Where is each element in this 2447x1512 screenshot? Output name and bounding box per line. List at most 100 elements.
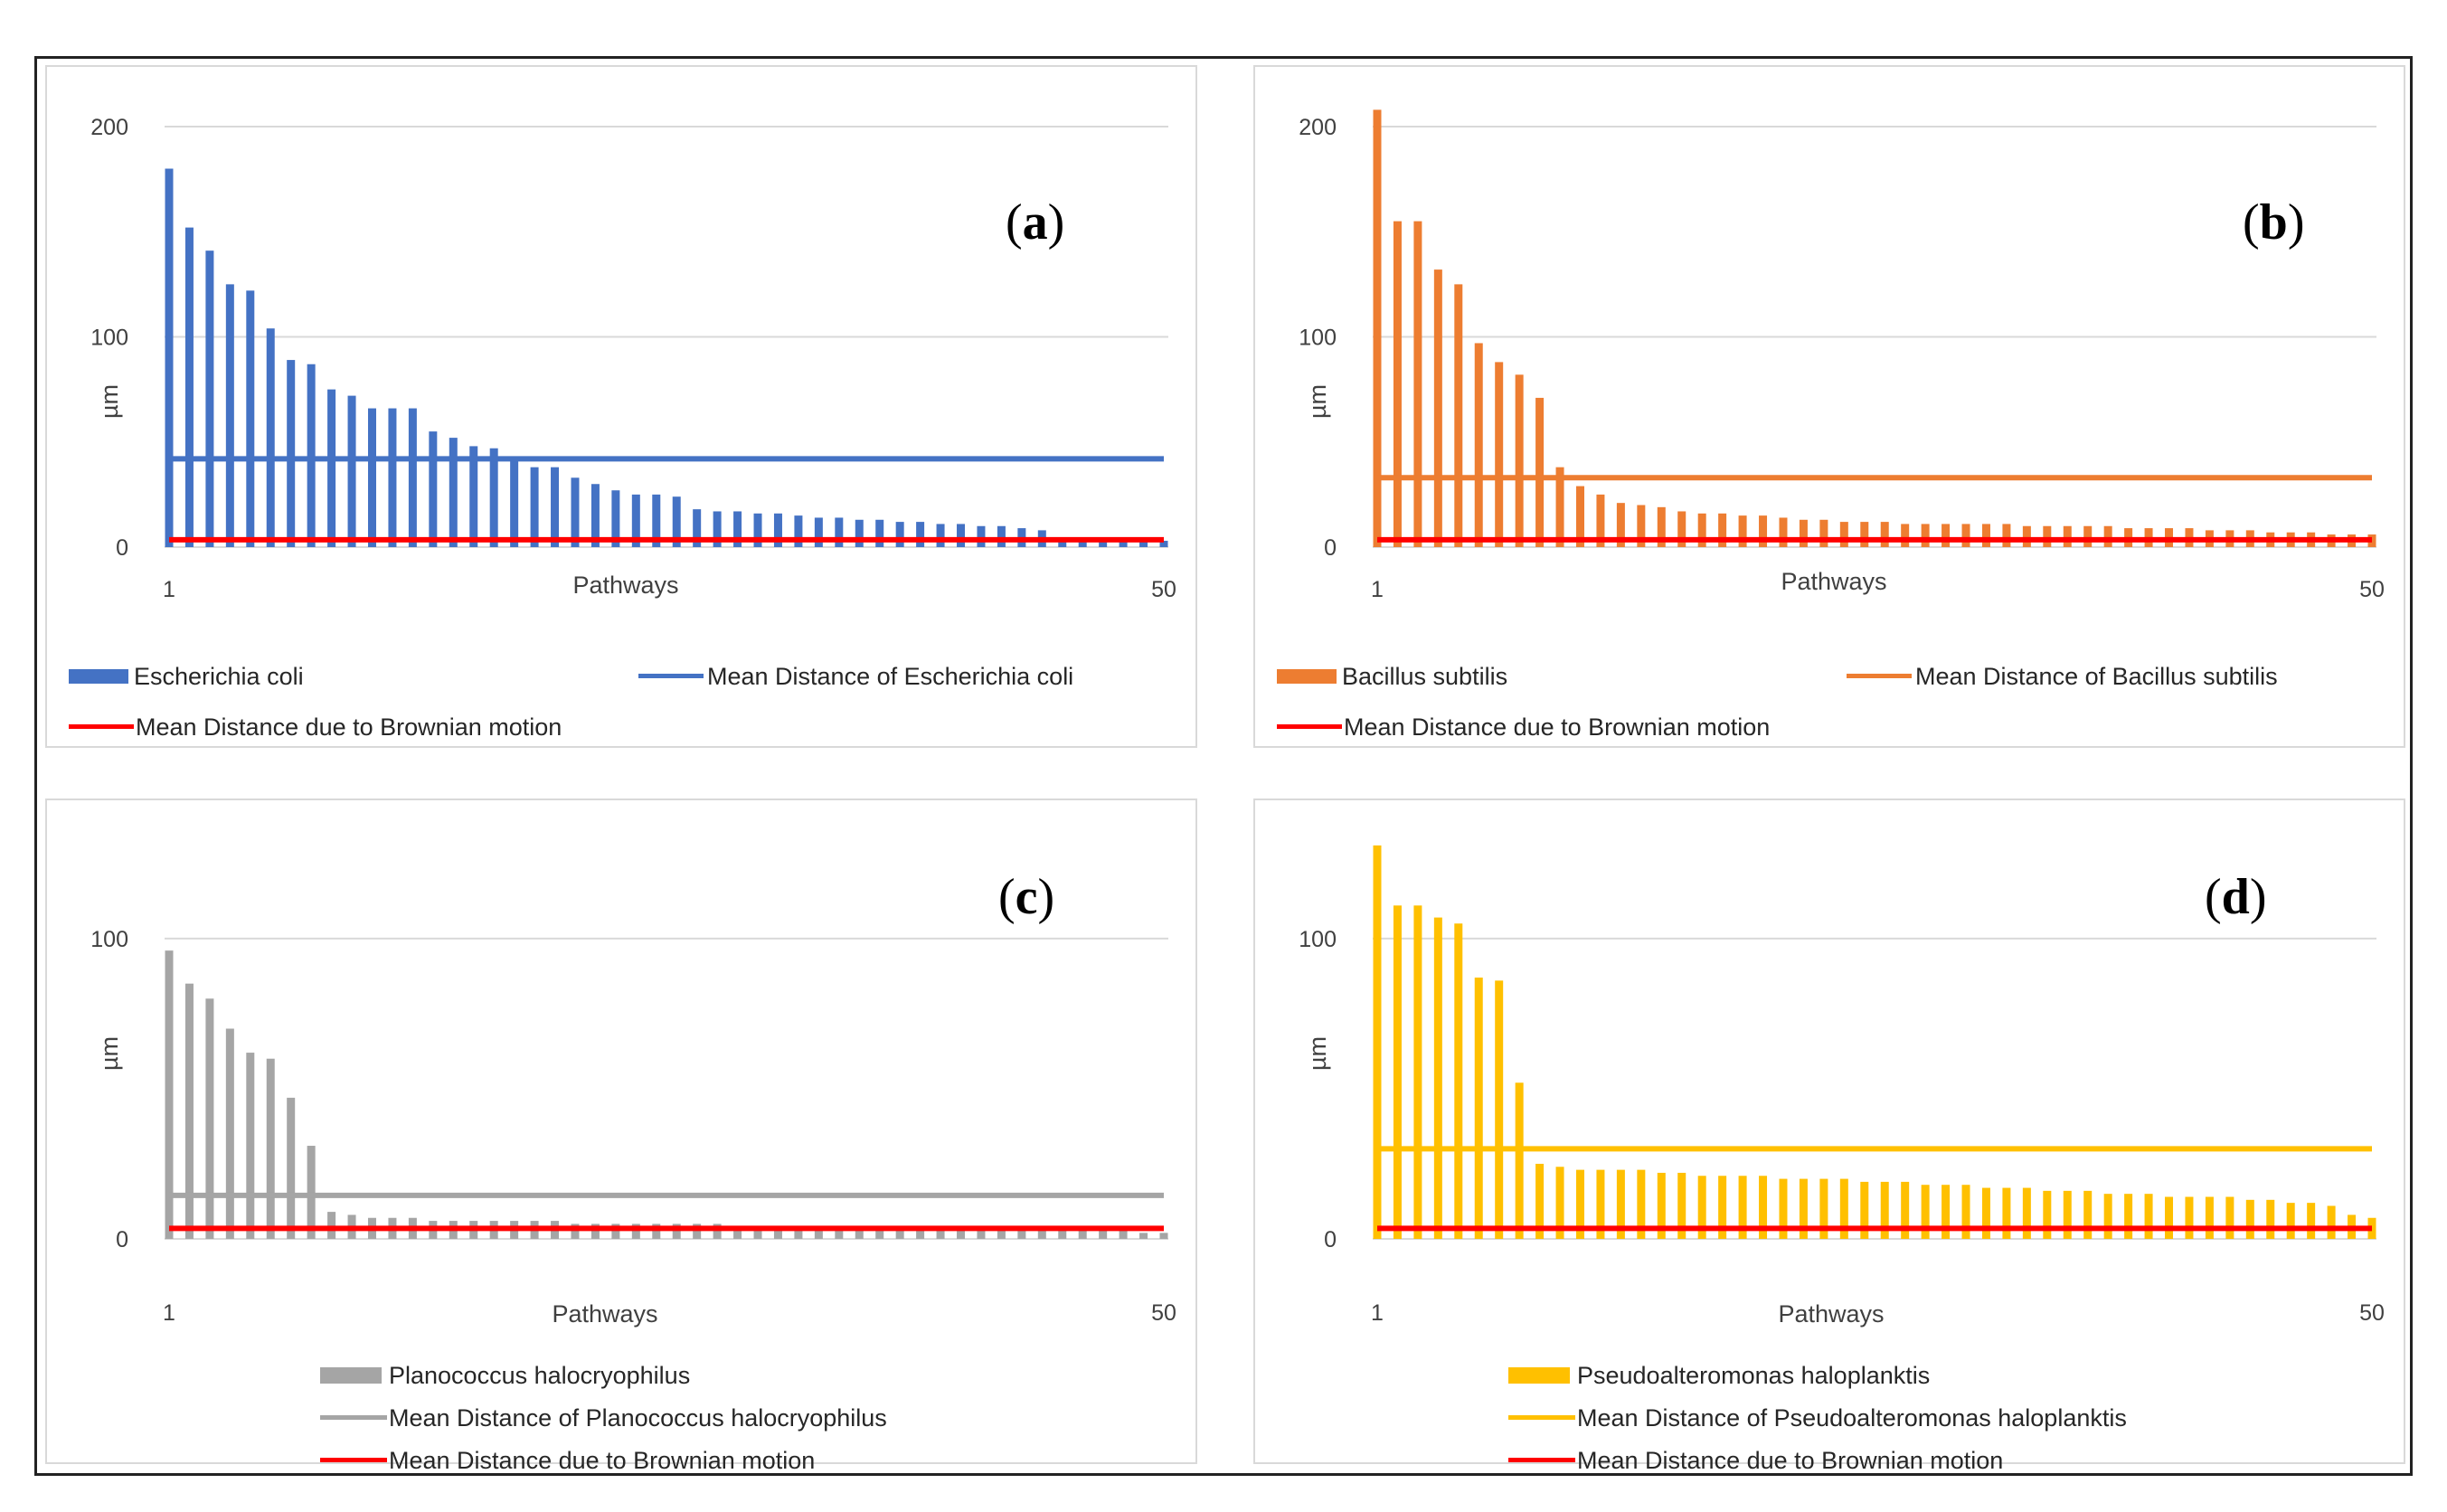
lines-d (1377, 1146, 2372, 1232)
bar-d-12 (1596, 1169, 1605, 1239)
bar-b-32 (2002, 524, 2011, 547)
bar-d-45 (2266, 1199, 2275, 1239)
bar-c-4 (225, 1028, 234, 1239)
bar-a-45 (1058, 538, 1067, 547)
bar-d-20 (1759, 1176, 1768, 1239)
y-tick-label-a-200: 200 (90, 115, 128, 140)
bar-a-25 (652, 494, 661, 547)
yticks-a: 0 100 200 (90, 115, 128, 561)
bar-d-34 (2043, 1190, 2052, 1239)
bar-d-47 (2307, 1203, 2316, 1239)
bar-c-24 (631, 1224, 640, 1239)
bar-b-23 (1819, 519, 1828, 547)
panel-label-b: (b) (2243, 194, 2304, 250)
bar-a-50 (1159, 541, 1168, 547)
panel-letter-a: a (1023, 194, 1048, 250)
bar-d-48 (2327, 1205, 2336, 1239)
bar-b-12 (1596, 494, 1605, 547)
bar-b-8 (1515, 374, 1524, 547)
y-tick-label-d-0: 0 (1324, 1227, 1337, 1252)
legend-swatch-bar-b (1277, 669, 1337, 684)
bar-d-22 (1799, 1178, 1808, 1239)
bar-b-10 (1555, 467, 1564, 547)
chart-d: 0 100 1 50 µm Pathways (d) Pseudoalteromon… (1299, 845, 2385, 1474)
bar-d-23 (1819, 1178, 1828, 1239)
bar-d-35 (2063, 1190, 2072, 1239)
legend-swatch-brownian-c (320, 1458, 387, 1462)
bar-d-21 (1779, 1178, 1788, 1239)
bar-a-26 (672, 496, 681, 547)
bar-a-21 (571, 477, 580, 547)
bar-d-14 (1637, 1169, 1646, 1239)
bar-c-50 (1159, 1233, 1168, 1239)
bar-d-33 (2022, 1187, 2031, 1239)
bar-a-5 (246, 290, 255, 547)
bar-a-34 (835, 517, 844, 547)
bar-c-29 (733, 1226, 742, 1239)
xticks-b: 1 50 (1371, 577, 2385, 602)
bar-c-49 (1139, 1233, 1148, 1239)
bar-c-42 (997, 1230, 1006, 1239)
bar-c-36 (875, 1226, 884, 1239)
bar-d-42 (2205, 1196, 2214, 1239)
legend-label-brownian-a: Mean Distance due to Brownian motion (136, 713, 562, 741)
bar-a-3 (205, 250, 214, 547)
bar-d-46 (2286, 1203, 2295, 1239)
yticks-d: 0 100 (1299, 927, 1337, 1252)
bar-d-10 (1555, 1167, 1564, 1239)
bar-b-2 (1393, 221, 1402, 547)
bar-a-29 (733, 511, 742, 547)
bar-d-18 (1718, 1176, 1727, 1239)
bar-a-28 (713, 511, 722, 547)
bar-b-16 (1677, 511, 1686, 547)
bar-d-9 (1535, 1163, 1545, 1239)
bar-b-15 (1657, 506, 1666, 547)
panel-letter-d: d (2222, 869, 2250, 925)
bar-b-4 (1433, 269, 1442, 547)
bar-c-2 (184, 983, 194, 1239)
bar-a-8 (307, 364, 316, 547)
bar-a-11 (367, 408, 376, 547)
panel-label-c: (c) (998, 869, 1054, 925)
legend-swatch-brownian-b (1277, 724, 1342, 729)
bar-d-4 (1433, 917, 1442, 1239)
bar-c-35 (855, 1226, 864, 1239)
bar-d-6 (1474, 978, 1483, 1239)
bar-d-11 (1575, 1169, 1584, 1239)
bar-d-5 (1454, 923, 1463, 1239)
bar-c-3 (205, 998, 214, 1239)
legend-swatch-mean-c (320, 1415, 387, 1420)
bar-c-23 (611, 1224, 620, 1239)
bars-b (1373, 109, 2376, 548)
bar-c-46 (1078, 1230, 1087, 1239)
bar-c-28 (713, 1224, 722, 1239)
bar-a-36 (875, 519, 884, 547)
legend-label-bar-d: Pseudoalteromonas haloplanktis (1577, 1362, 1930, 1389)
y-tick-label-c-100: 100 (90, 927, 128, 952)
bar-a-13 (408, 408, 417, 547)
bar-a-40 (957, 524, 966, 547)
bar-a-19 (530, 467, 539, 547)
lines-a (169, 456, 1164, 543)
bar-a-49 (1139, 541, 1148, 547)
bar-a-9 (327, 389, 336, 547)
bar-d-38 (2124, 1194, 2133, 1239)
bar-a-12 (388, 408, 397, 547)
y-tick-label-a-0: 0 (116, 535, 128, 561)
bar-c-38 (916, 1230, 925, 1239)
legend-a: Escherichia coli Mean Distance of Escher… (69, 663, 1073, 741)
bar-d-43 (2225, 1196, 2234, 1239)
bar-c-41 (977, 1230, 986, 1239)
bar-d-1 (1373, 845, 1382, 1239)
bar-a-33 (814, 517, 823, 547)
bar-c-9 (327, 1212, 336, 1239)
bar-c-27 (693, 1224, 702, 1239)
y-axis-title-a: µm (96, 384, 123, 419)
bar-b-19 (1738, 515, 1747, 547)
bar-d-25 (1860, 1181, 1869, 1239)
legend-swatch-bar-a (69, 669, 128, 684)
legend-d: Pseudoalteromonas haloplanktis Mean Dist… (1508, 1362, 2127, 1474)
bar-d-2 (1393, 905, 1402, 1239)
bar-a-31 (773, 513, 782, 547)
bar-a-23 (611, 490, 620, 547)
